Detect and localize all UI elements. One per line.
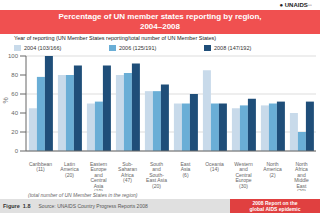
- html-text:Year of reporting (UN Member S: Year of reporting (UN Member States repo…: [14, 35, 217, 41]
- svg-text:EasternEuropeandCentralAsia(19: EasternEuropeandCentralAsia(19): [90, 161, 107, 192]
- svg-text:SouthandSouth-East Asia(20): SouthandSouth-East Asia(20): [146, 161, 167, 189]
- svg-text:LatinAmerica(20): LatinAmerica(20): [60, 161, 79, 178]
- svg-text:EastAsia(6): EastAsia(6): [180, 161, 191, 178]
- html-text:2008 Report on the global AIDS: 2008 Report on the global AIDS epidemic: [249, 200, 301, 212]
- html-text:Figure 1.8: Figure 1.8: [3, 203, 31, 209]
- svg-text:WesternandCentralEurope(30): WesternandCentralEurope(30): [234, 161, 253, 189]
- html-text:2008 (147/192): 2008 (147/192): [214, 44, 252, 51]
- html-text:2004 (103/166): 2004 (103/166): [24, 44, 62, 51]
- svg-text:100: 100: [8, 53, 19, 59]
- svg-text:%: %: [8, 97, 9, 103]
- html-text:2006 (125/191): 2006 (125/191): [119, 44, 157, 51]
- svg-text:Sub-SaharanAfrica(47): Sub-SaharanAfrica(47): [118, 161, 137, 184]
- svg-text:80: 80: [11, 72, 18, 78]
- svg-text:NorthAfricaandMiddleEast(20): NorthAfricaandMiddleEast(20): [294, 161, 309, 192]
- svg-text:Caribbean(11): Caribbean(11): [29, 161, 52, 173]
- html-text:(total number of UN Member Sta: (total number of UN Member States in the…: [28, 192, 138, 198]
- html-text:Source: UNAIDS Country Progres: Source: UNAIDS Country Progress Reports …: [38, 203, 148, 209]
- svg-text:Oceania(14): Oceania(14): [205, 161, 224, 173]
- svg-text:20: 20: [11, 129, 18, 135]
- svg-text:NorthAmerica(2): NorthAmerica(2): [263, 161, 282, 178]
- html-text:● UNAIDS◦◦: ● UNAIDS◦◦: [279, 2, 312, 8]
- html-text:Percentage of UN member states: Percentage of UN member states reporting…: [58, 12, 262, 31]
- svg-text:0: 0: [15, 148, 19, 154]
- svg-text:60: 60: [11, 91, 18, 97]
- svg-text:40: 40: [11, 110, 18, 116]
